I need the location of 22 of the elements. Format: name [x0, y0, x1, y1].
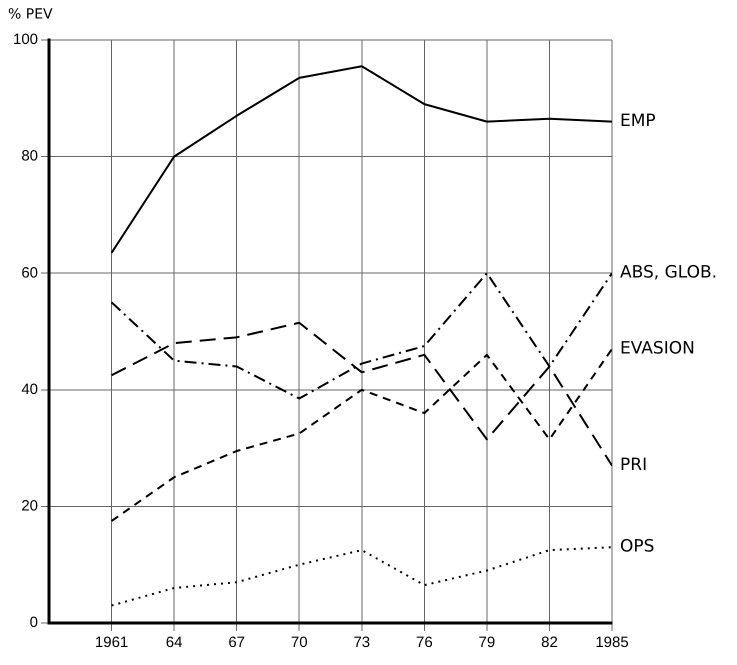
x-tick-label: 73: [353, 634, 370, 652]
series-label: OPS: [620, 536, 654, 557]
y-tick-label: 0: [30, 614, 38, 632]
series-label: EVASION: [620, 338, 695, 358]
y-tick-label: 60: [21, 264, 38, 282]
y-tick-label: 100: [12, 31, 38, 48]
x-tick-label: 82: [541, 634, 558, 652]
x-tick-label: 64: [166, 634, 182, 652]
x-tick-label: 67: [228, 634, 246, 652]
series-label: ABS, GLOB.: [620, 262, 718, 283]
line-series: [110, 546, 612, 607]
x-tick-label: 1985: [595, 634, 629, 652]
series-label: EMP: [620, 111, 656, 132]
x-tick-label: 76: [416, 634, 433, 652]
x-tick-label: 70: [290, 634, 308, 652]
y-tick-label: 80: [21, 148, 38, 165]
y-tick-label: 20: [21, 498, 38, 515]
x-tick-label: 79: [478, 634, 496, 652]
y-tick-label: 40: [21, 380, 38, 398]
y-axis-title: % PEV: [8, 6, 54, 23]
series-label: PRI: [620, 455, 648, 476]
x-tick-label: 1961: [94, 634, 128, 652]
